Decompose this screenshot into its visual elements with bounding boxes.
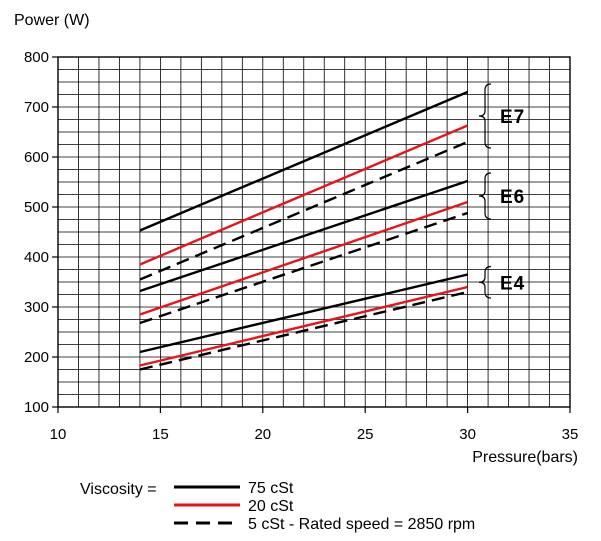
y-tick-label: 300: [24, 299, 49, 316]
group-label-e7: E7: [500, 107, 525, 128]
x-axis-label: Pressure(bars): [472, 449, 578, 466]
y-tick-label: 500: [24, 199, 49, 216]
x-tick-label: 25: [357, 426, 374, 443]
group-brackets: E7 E6 E4: [479, 84, 525, 298]
x-tick-label: 30: [459, 426, 476, 443]
group-label-e6: E6: [500, 187, 525, 208]
legend-label: 20 cSt: [248, 498, 294, 515]
y-axis-label: Power (W): [14, 12, 90, 29]
y-tick-label: 700: [24, 99, 49, 116]
legend-title: Viscosity =: [80, 481, 157, 498]
x-tick-label: 15: [152, 426, 169, 443]
x-tick-label: 20: [254, 426, 271, 443]
y-tick-label: 600: [24, 149, 49, 166]
x-tick-label: 10: [50, 426, 67, 443]
y-tick-label: 100: [24, 399, 49, 416]
y-tick-label: 800: [24, 49, 49, 66]
y-tick-labels: 100 200 300 400 500 600 700 800: [24, 49, 58, 416]
x-tick-label: 35: [562, 426, 579, 443]
group-bracket-e6: [479, 173, 491, 219]
group-bracket-e7: [479, 84, 491, 148]
group-label-e4: E4: [500, 273, 525, 294]
y-tick-label: 200: [24, 349, 49, 366]
y-tick-label: 400: [24, 249, 49, 266]
x-tick-labels: 10 15 20 25 30 35: [50, 407, 579, 443]
legend-label: 75 cSt: [248, 480, 294, 497]
legend-label: 5 cSt - Rated speed = 2850 rpm: [248, 516, 475, 533]
